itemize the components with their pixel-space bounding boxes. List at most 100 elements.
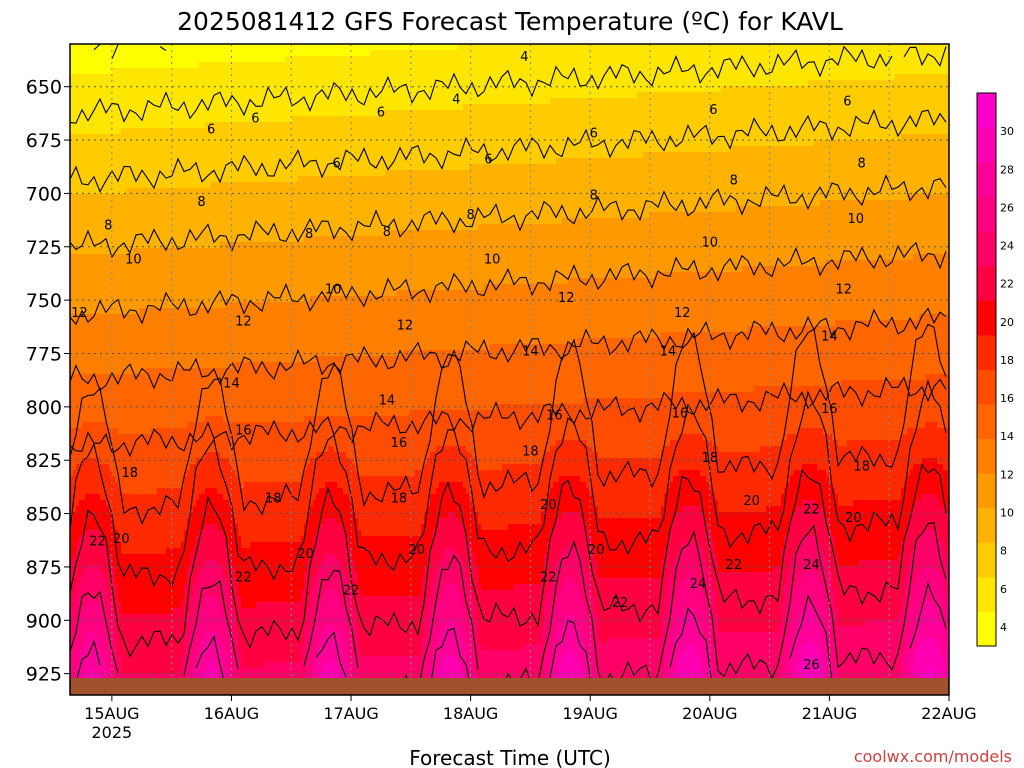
- field-cell: [199, 446, 203, 453]
- field-cell: [91, 500, 95, 507]
- field-cell: [178, 626, 182, 633]
- field-cell: [181, 434, 185, 441]
- field-cell: [136, 104, 140, 111]
- field-cell: [97, 152, 101, 159]
- field-cell: [205, 404, 209, 411]
- field-cell: [181, 284, 185, 291]
- field-cell: [193, 152, 197, 159]
- field-cell: [88, 260, 92, 267]
- field-cell: [196, 500, 200, 507]
- field-cell: [193, 608, 197, 615]
- field-cell: [142, 614, 146, 621]
- field-cell: [82, 140, 86, 147]
- field-cell: [193, 320, 197, 327]
- field-cell: [127, 128, 131, 135]
- field-cell: [178, 644, 182, 651]
- field-cell: [202, 338, 206, 345]
- field-cell: [106, 482, 110, 489]
- field-cell: [139, 242, 143, 249]
- field-cell: [118, 416, 122, 423]
- field-cell: [118, 320, 122, 327]
- field-cell: [115, 206, 119, 213]
- field-cell: [172, 608, 176, 615]
- field-cell: [127, 488, 131, 495]
- field-cell: [127, 386, 131, 393]
- field-cell: [103, 260, 107, 267]
- field-cell: [79, 584, 83, 591]
- field-cell: [151, 404, 155, 411]
- field-cell: [130, 434, 134, 441]
- field-cell: [121, 188, 125, 195]
- field-cell: [139, 572, 143, 579]
- field-cell: [121, 554, 125, 561]
- field-cell: [133, 218, 137, 225]
- field-cell: [112, 152, 116, 159]
- field-cell: [145, 620, 149, 627]
- field-cell: [133, 320, 137, 327]
- field-cell: [181, 380, 185, 387]
- field-cell: [199, 338, 203, 345]
- field-cell: [76, 632, 80, 639]
- field-cell: [139, 308, 143, 315]
- field-cell: [97, 140, 101, 147]
- field-cell: [166, 122, 170, 129]
- field-cell: [103, 626, 107, 633]
- field-cell: [121, 668, 125, 675]
- field-cell: [151, 392, 155, 399]
- field-cell: [115, 188, 119, 195]
- field-cell: [154, 158, 158, 165]
- field-cell: [79, 74, 83, 81]
- field-cell: [205, 146, 209, 153]
- field-cell: [103, 350, 107, 357]
- field-cell: [172, 386, 176, 393]
- field-cell: [193, 260, 197, 267]
- field-cell: [79, 356, 83, 363]
- field-cell: [160, 272, 164, 279]
- field-cell: [118, 428, 122, 435]
- field-cell: [142, 326, 146, 333]
- field-cell: [202, 62, 206, 69]
- field-cell: [73, 644, 77, 651]
- field-cell: [181, 128, 185, 135]
- field-cell: [151, 116, 155, 123]
- field-cell: [202, 398, 206, 405]
- field-cell: [184, 572, 188, 579]
- field-cell: [154, 50, 158, 57]
- field-cell: [94, 326, 98, 333]
- field-cell: [199, 278, 203, 285]
- field-cell: [73, 554, 77, 561]
- field-cell: [97, 62, 101, 69]
- field-cell: [115, 80, 119, 87]
- field-cell: [73, 662, 77, 669]
- field-cell: [148, 530, 152, 537]
- field-cell: [142, 542, 146, 549]
- field-cell: [124, 344, 128, 351]
- field-cell: [196, 494, 200, 501]
- field-cell: [94, 146, 98, 153]
- field-cell: [112, 284, 116, 291]
- field-cell: [151, 302, 155, 309]
- field-cell: [94, 428, 98, 435]
- field-cell: [139, 620, 143, 627]
- field-cell: [178, 290, 182, 297]
- field-cell: [157, 128, 161, 135]
- field-cell: [166, 134, 170, 141]
- field-cell: [91, 122, 95, 129]
- field-cell: [187, 566, 191, 573]
- field-cell: [103, 644, 107, 651]
- field-cell: [115, 158, 119, 165]
- field-cell: [142, 260, 146, 267]
- field-cell: [115, 68, 119, 75]
- field-cell: [82, 476, 86, 483]
- field-cell: [181, 290, 185, 297]
- field-cell: [166, 362, 170, 369]
- field-cell: [82, 578, 86, 585]
- field-cell: [133, 356, 137, 363]
- field-cell: [82, 584, 86, 591]
- field-cell: [79, 530, 83, 537]
- field-cell: [97, 584, 101, 591]
- field-cell: [133, 542, 137, 549]
- field-cell: [130, 128, 134, 135]
- field-cell: [184, 116, 188, 123]
- field-cell: [94, 56, 98, 63]
